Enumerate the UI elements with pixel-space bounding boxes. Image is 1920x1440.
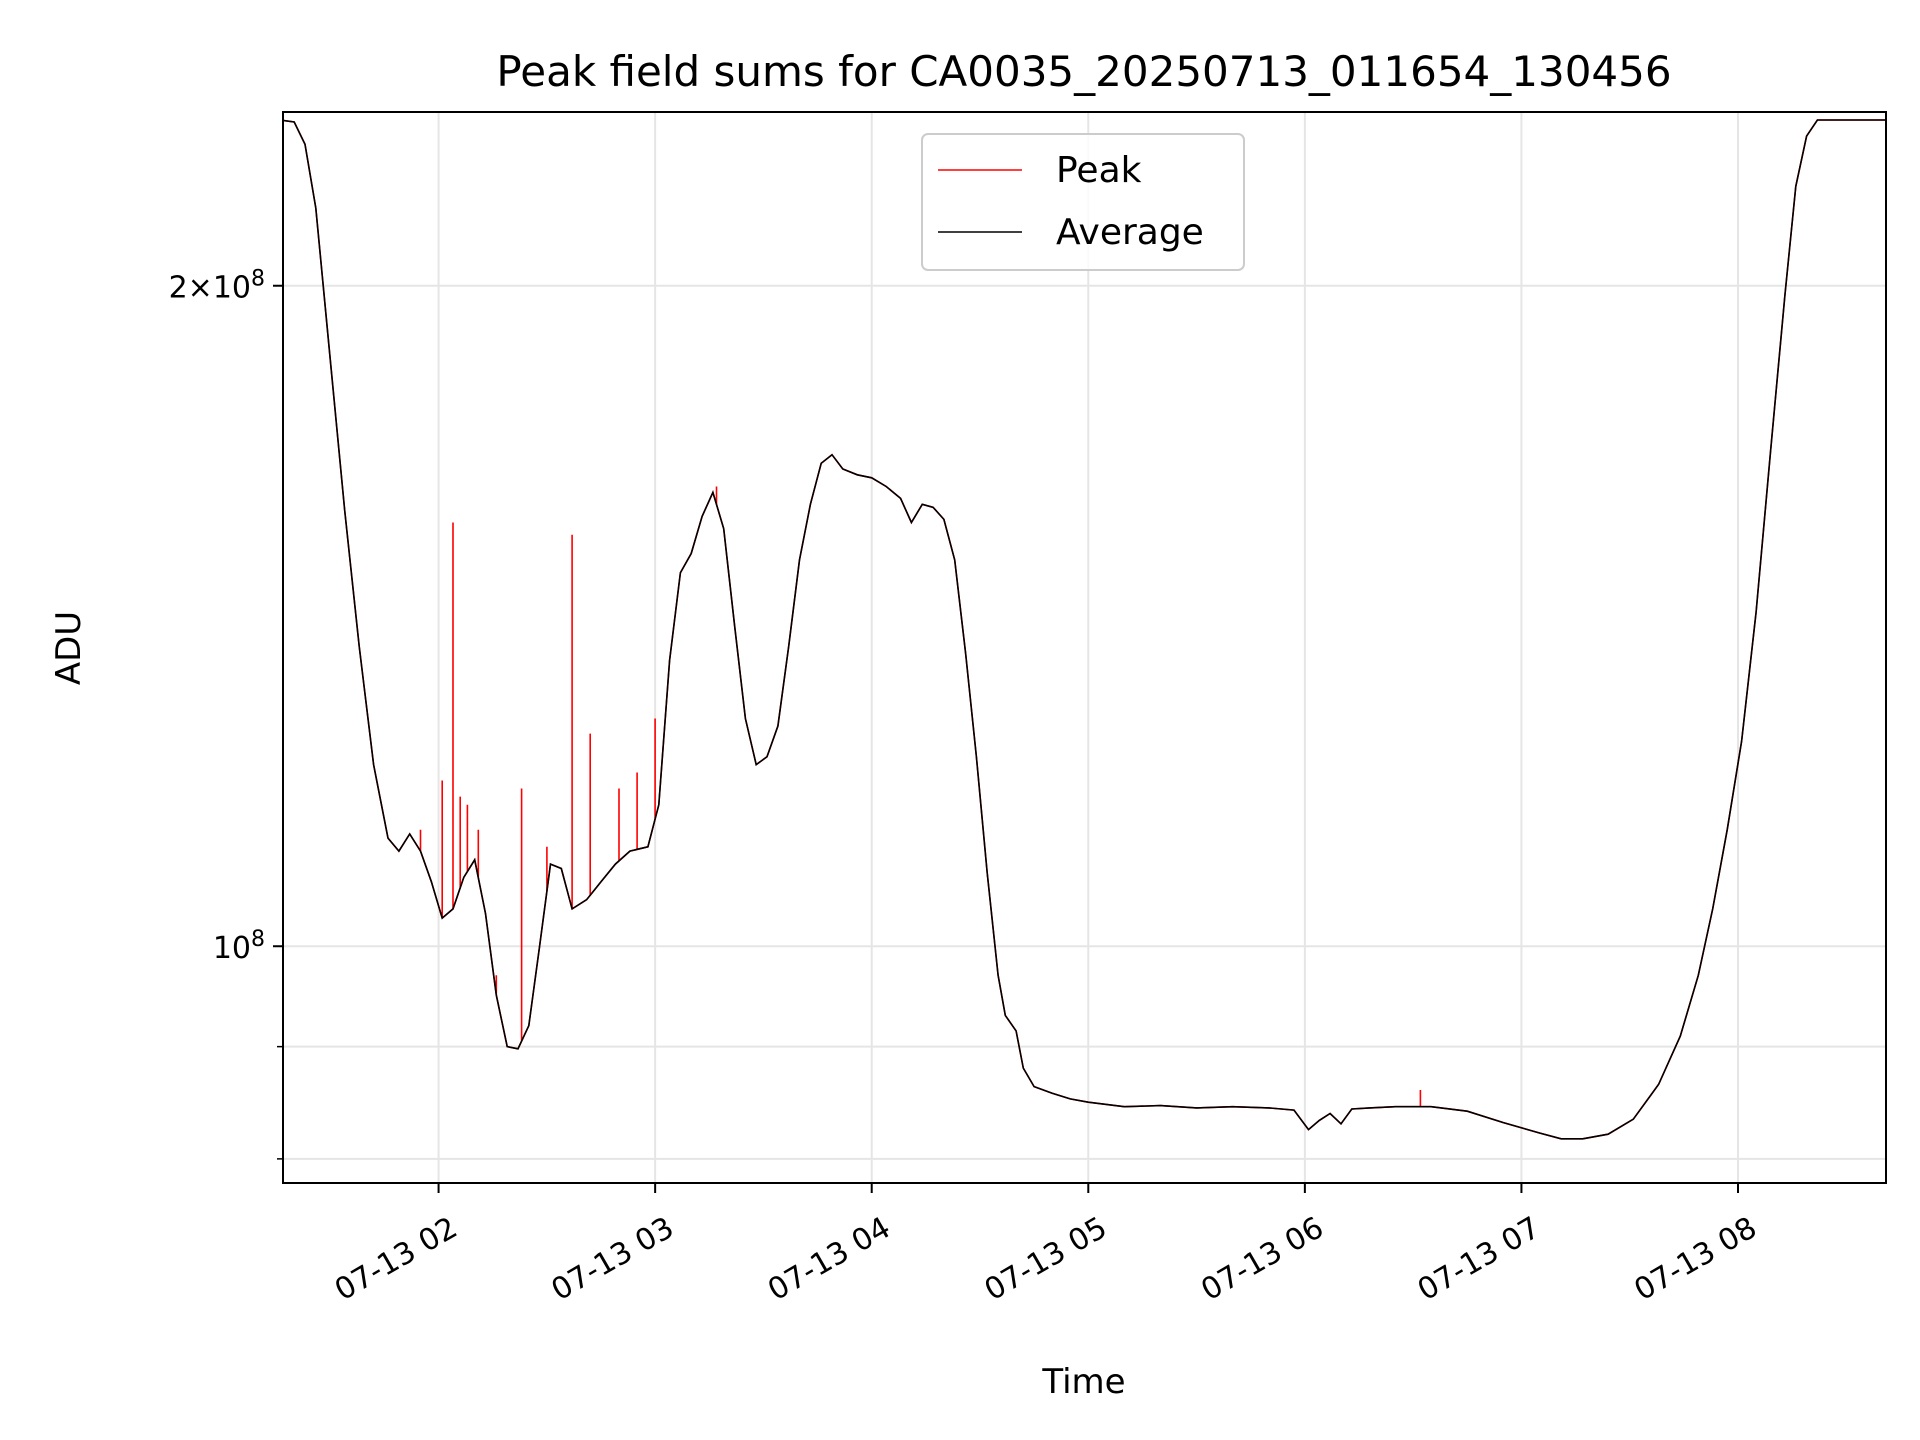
chart-title: Peak field sums for CA0035_20250713_0116…: [496, 47, 1671, 96]
legend-label-average: Average: [1056, 212, 1204, 253]
legend-label-peak: Peak: [1056, 150, 1142, 191]
y-axis-label: ADU: [49, 611, 89, 685]
legend: Peak Average: [921, 133, 1245, 271]
plot-area: [283, 119, 1886, 1140]
y-tick-label: 2×108: [169, 266, 265, 306]
x-axis-label: Time: [1041, 1362, 1125, 1402]
series-average-line: [283, 119, 1886, 1140]
legend-frame: [921, 133, 1245, 271]
grid-lines: [283, 112, 1886, 1183]
y-axis: 108 2×108: [169, 266, 283, 1160]
plot-frame: [282, 111, 1887, 1184]
y-tick-label: 108: [213, 927, 265, 967]
